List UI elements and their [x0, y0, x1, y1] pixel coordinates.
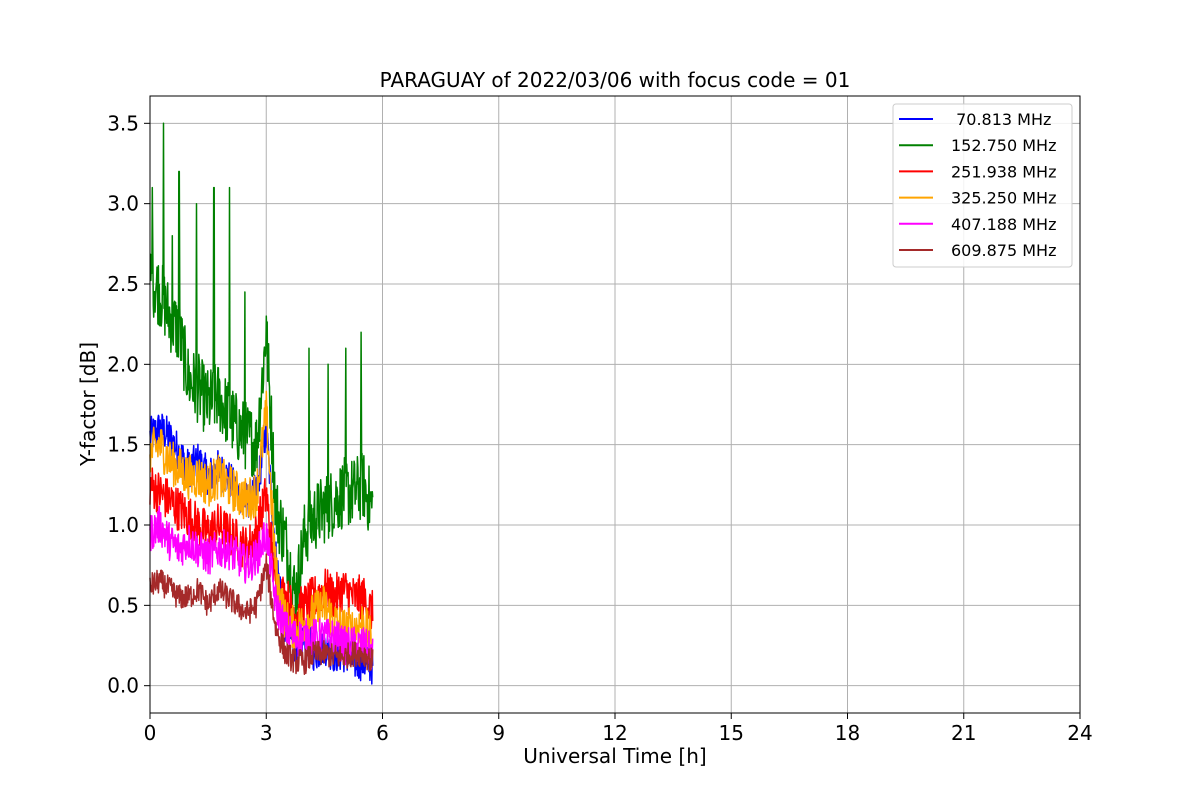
legend-label: 251.938 MHz: [951, 162, 1056, 181]
legend-label: 152.750 MHz: [951, 136, 1056, 155]
x-tick-label: 15: [719, 721, 744, 745]
y-tick-label: 3.5: [107, 111, 139, 135]
x-tick-label: 3: [260, 721, 273, 745]
y-tick-label: 3.0: [107, 192, 139, 216]
legend-label: 407.188 MHz: [951, 215, 1056, 234]
y-tick-label: 2.5: [107, 272, 139, 296]
chart-title: PARAGUAY of 2022/03/06 with focus code =…: [380, 68, 851, 92]
x-axis-label: Universal Time [h]: [523, 744, 706, 768]
x-axis: 0 3 6 9 12 15 18 21 24: [144, 713, 1093, 745]
x-tick-label: 0: [144, 721, 157, 745]
x-tick-label: 21: [951, 721, 976, 745]
legend-box: [892, 103, 1073, 268]
x-tick-label: 24: [1067, 721, 1092, 745]
x-tick-label: 12: [602, 721, 627, 745]
x-tick-label: 9: [492, 721, 505, 745]
y-axis-label: Y-factor [dB]: [76, 342, 100, 467]
series-line: [149, 553, 374, 676]
y-tick-label: 2.0: [107, 352, 139, 376]
legend-label: 70.813 MHz: [951, 110, 1051, 129]
legend-label: 609.875 MHz: [951, 241, 1056, 260]
x-tick-label: 6: [376, 721, 389, 745]
series-layer: [149, 122, 374, 685]
y-axis: 0.0 0.5 1.0 1.5 2.0 2.5 3.0 3.5: [107, 111, 150, 698]
y-tick-label: 1.0: [107, 513, 139, 537]
y-tick-label: 1.5: [107, 433, 139, 457]
legend: 70.813 MHz 152.750 MHz 251.938 MHz 325.250 …: [892, 103, 1073, 268]
y-tick-label: 0.0: [107, 674, 139, 698]
series-line: [149, 467, 374, 635]
legend-label: 325.250 MHz: [951, 189, 1056, 208]
series-line: [149, 390, 374, 658]
y-tick-label: 0.5: [107, 593, 139, 617]
series-line: [149, 505, 374, 670]
series-line: [149, 122, 374, 624]
x-tick-label: 18: [835, 721, 860, 745]
